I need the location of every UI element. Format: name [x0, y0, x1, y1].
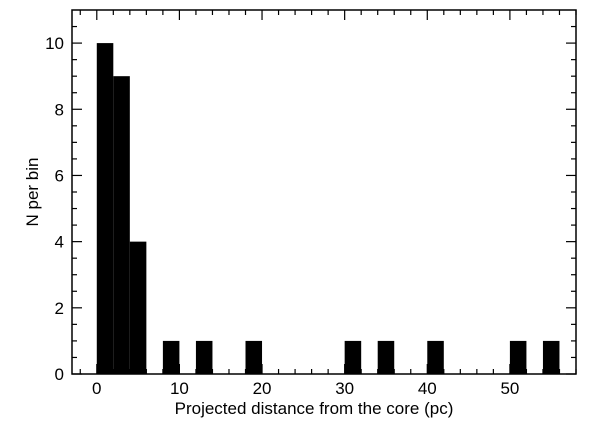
bars-group: [96, 43, 560, 374]
y-tick-label: 6: [55, 166, 64, 185]
y-tick-label: 4: [55, 233, 64, 252]
histogram-bar-10: [542, 340, 560, 374]
x-tick-label: 30: [335, 379, 354, 398]
x-tick-label: 20: [253, 379, 272, 398]
y-tick-label: 8: [55, 100, 64, 119]
histogram-bar-4: [195, 340, 213, 374]
x-axis-title: Projected distance from the core (pc): [175, 399, 454, 418]
histogram-bar-1: [113, 76, 130, 374]
x-tick-label: 10: [170, 379, 189, 398]
plot-frame: [71, 9, 577, 375]
x-tick-label: 0: [92, 379, 101, 398]
y-tick-label: 0: [55, 365, 64, 384]
x-tick-label: 40: [418, 379, 437, 398]
histogram-bar-7: [377, 340, 395, 374]
histogram-bar-2: [129, 241, 147, 374]
histogram-bar-8: [427, 340, 444, 374]
y-tick-label: 2: [55, 299, 64, 318]
histogram-bar-6: [344, 340, 362, 374]
histogram-bar-0: [96, 43, 114, 374]
ticks-group: 0 10 20 30 40 50 0 2 4 6 8 10: [45, 10, 577, 398]
histogram-bar-5: [245, 340, 263, 374]
y-tick-label: 10: [45, 34, 64, 53]
histogram-bar-9: [509, 340, 527, 374]
histogram-bar-3: [162, 340, 180, 374]
x-tick-label: 50: [500, 379, 519, 398]
y-axis-title: N per bin: [23, 158, 42, 227]
